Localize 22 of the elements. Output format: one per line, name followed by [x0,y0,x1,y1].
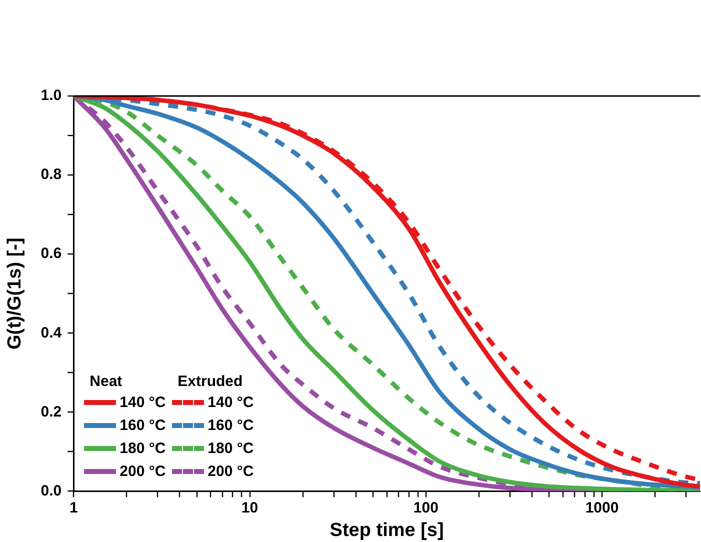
x-tick-label: 10 [241,499,258,516]
legend-label: 180 °C [120,440,166,457]
annotation: Extruded [176,373,244,390]
y-tick-label: 1.0 [40,87,62,104]
legend-label: 200 °C [208,462,254,480]
x-tick-label: 100 [413,499,438,516]
legend-label: 140 °C [120,394,166,411]
legend-label: 200 °C [120,462,166,480]
x-axis-title: Step time [s] [330,520,444,541]
annotation: Neat [88,373,124,390]
y-tick-label: 0.2 [40,403,62,420]
x-tick-label: 1000 [585,499,619,516]
legend-label: 180 °C [208,440,254,457]
y-axis-title: G(t)/G(1s) [-] [4,238,26,350]
legend-label: 140 °C [208,394,254,411]
y-tick-label: 0.4 [40,324,62,342]
legend-label: 160 °C [120,416,166,434]
legend-label: 160 °C [208,416,254,434]
y-tick-label: 0.0 [40,482,62,500]
x-tick-label: 1 [69,499,78,516]
y-tick-label: 0.8 [40,166,62,184]
y-tick-label: 0.6 [40,245,62,262]
